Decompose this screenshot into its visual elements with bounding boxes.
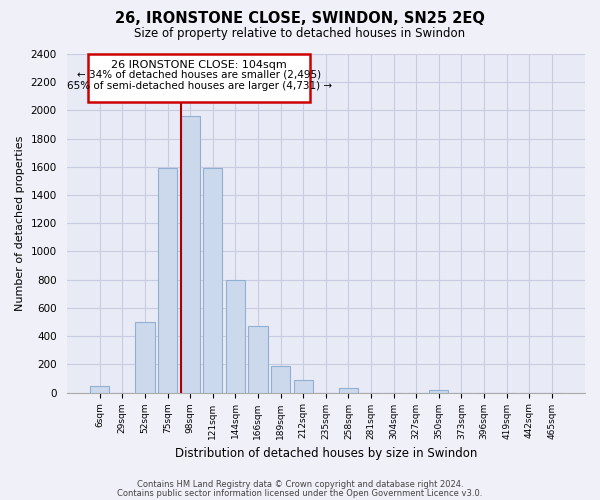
Text: Contains public sector information licensed under the Open Government Licence v3: Contains public sector information licen… [118, 488, 482, 498]
Text: 65% of semi-detached houses are larger (4,731) →: 65% of semi-detached houses are larger (… [67, 81, 332, 91]
Bar [88, 54, 310, 102]
Text: 26 IRONSTONE CLOSE: 104sqm: 26 IRONSTONE CLOSE: 104sqm [111, 60, 287, 70]
Bar [429, 390, 448, 392]
Bar [339, 388, 358, 392]
Bar [271, 366, 290, 392]
Bar [90, 386, 109, 392]
Bar [203, 168, 223, 392]
Text: Contains HM Land Registry data © Crown copyright and database right 2024.: Contains HM Land Registry data © Crown c… [137, 480, 463, 489]
Bar [181, 116, 200, 392]
Bar [136, 322, 155, 392]
Text: 26, IRONSTONE CLOSE, SWINDON, SN25 2EQ: 26, IRONSTONE CLOSE, SWINDON, SN25 2EQ [115, 11, 485, 26]
Y-axis label: Number of detached properties: Number of detached properties [15, 136, 25, 311]
X-axis label: Distribution of detached houses by size in Swindon: Distribution of detached houses by size … [175, 447, 477, 460]
Bar [293, 380, 313, 392]
Bar [226, 280, 245, 392]
Text: Size of property relative to detached houses in Swindon: Size of property relative to detached ho… [134, 28, 466, 40]
Text: ← 34% of detached houses are smaller (2,495): ← 34% of detached houses are smaller (2,… [77, 70, 321, 80]
Bar [248, 326, 268, 392]
Bar [158, 168, 177, 392]
